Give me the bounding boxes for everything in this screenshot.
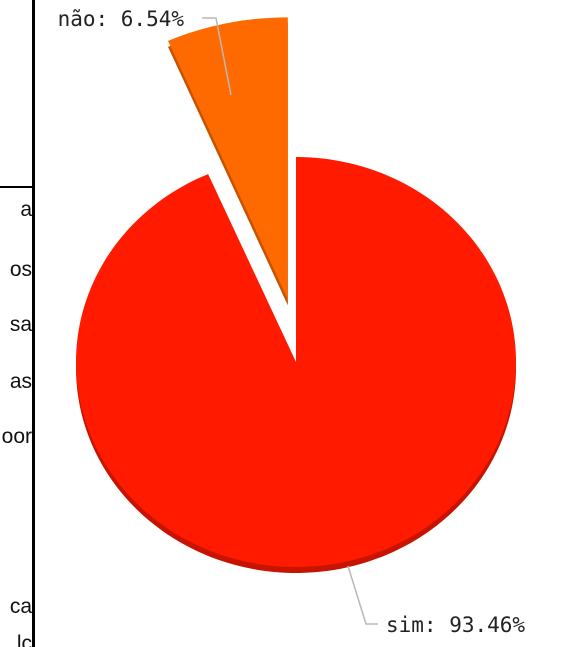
- document-fragment: a os sa as oor ca lc: [0, 0, 36, 647]
- page-border-line: [32, 0, 35, 647]
- leader-line-não: [202, 17, 232, 96]
- text-fragment: os: [9, 258, 32, 281]
- pie-slice-não[interactable]: [168, 17, 288, 300]
- leader-line-sim: [347, 565, 378, 625]
- text-fragment: sa: [9, 313, 32, 336]
- text-fragment: as: [9, 370, 32, 393]
- text-fragment: ca: [9, 595, 32, 618]
- text-fragment: lc: [16, 632, 32, 647]
- slice-label-sim: sim: 93.46%: [386, 613, 525, 637]
- slice-label-não: não: 6.54%: [58, 7, 185, 31]
- pie-chart: não: 6.54% sim: 93.46%: [58, 7, 526, 637]
- text-fragment: oor: [1, 425, 32, 448]
- text-fragment: a: [20, 198, 32, 221]
- table-rule-line: [0, 186, 34, 188]
- pie-slice-sim[interactable]: [76, 157, 516, 567]
